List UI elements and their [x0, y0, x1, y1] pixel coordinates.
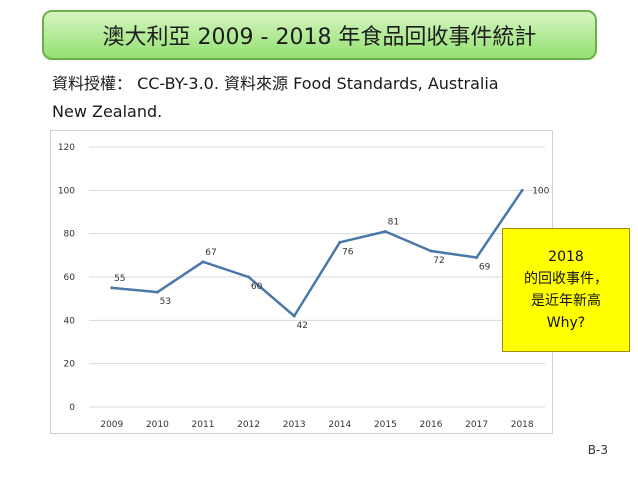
y-tick-label: 100 — [58, 186, 75, 196]
series-line — [111, 189, 524, 318]
data-label: 72 — [433, 256, 444, 266]
callout-line-2: 的回收事件， — [524, 271, 608, 287]
data-point — [520, 188, 524, 192]
data-label: 42 — [296, 321, 307, 331]
data-point — [475, 256, 479, 259]
callout-box: 2018 的回收事件， 是近年新高 Why? — [502, 228, 630, 352]
data-point — [110, 286, 114, 290]
y-tick-label: 0 — [69, 403, 75, 413]
x-tick-label: 2017 — [465, 420, 488, 430]
chart-svg: 0 20 40 60 80 100 120 2009 2010 2011 2012 2013 2014 2… — [58, 143, 550, 430]
y-tick-label: 60 — [64, 273, 76, 283]
data-point — [429, 249, 433, 253]
source-attribution: 資料授權： CC-BY-3.0. 資料來源 Food Standards, Au… — [52, 70, 612, 126]
line-chart: 0 20 40 60 80 100 120 2009 2010 2011 2012 2013 2014 2… — [50, 130, 553, 434]
data-label: 55 — [114, 274, 125, 284]
y-tick-label: 80 — [64, 230, 76, 240]
source-line-1: 資料授權： CC-BY-3.0. 資料來源 Food Standards, Au… — [52, 74, 499, 93]
data-point — [383, 230, 387, 233]
x-tick-label: 2018 — [511, 420, 534, 430]
x-tick-label: 2015 — [374, 420, 397, 430]
data-point — [155, 290, 159, 294]
data-label: 69 — [479, 263, 491, 273]
x-tick-label: 2011 — [192, 420, 215, 430]
x-tick-label: 2009 — [100, 420, 123, 430]
page-number: B-3 — [587, 443, 608, 457]
data-label: 81 — [388, 218, 399, 228]
y-tick-label: 40 — [64, 316, 76, 326]
data-label: 76 — [342, 247, 354, 257]
x-tick-label: 2012 — [237, 420, 260, 430]
source-line-2: New Zealand. — [52, 102, 163, 121]
data-label: 67 — [205, 248, 216, 258]
x-tick-label: 2010 — [146, 420, 169, 430]
y-tick-label: 20 — [64, 360, 76, 370]
data-label: 60 — [251, 282, 263, 292]
x-tick-label: 2016 — [420, 420, 443, 430]
callout-line-4: Why? — [546, 315, 586, 331]
x-tick-label: 2013 — [283, 420, 306, 430]
data-point — [292, 314, 296, 318]
x-tick-label: 2014 — [328, 420, 351, 430]
callout-line-1: 2018 — [548, 249, 584, 265]
data-point — [338, 240, 342, 244]
y-tick-label: 120 — [58, 143, 75, 153]
callout-line-3: 是近年新高 — [531, 293, 601, 309]
data-point — [201, 260, 205, 264]
data-label: 100 — [532, 186, 549, 196]
data-label: 53 — [160, 297, 171, 307]
data-point — [247, 275, 251, 279]
page-title: 澳大利亞 2009 - 2018 年食品回收事件統計 — [42, 10, 597, 60]
